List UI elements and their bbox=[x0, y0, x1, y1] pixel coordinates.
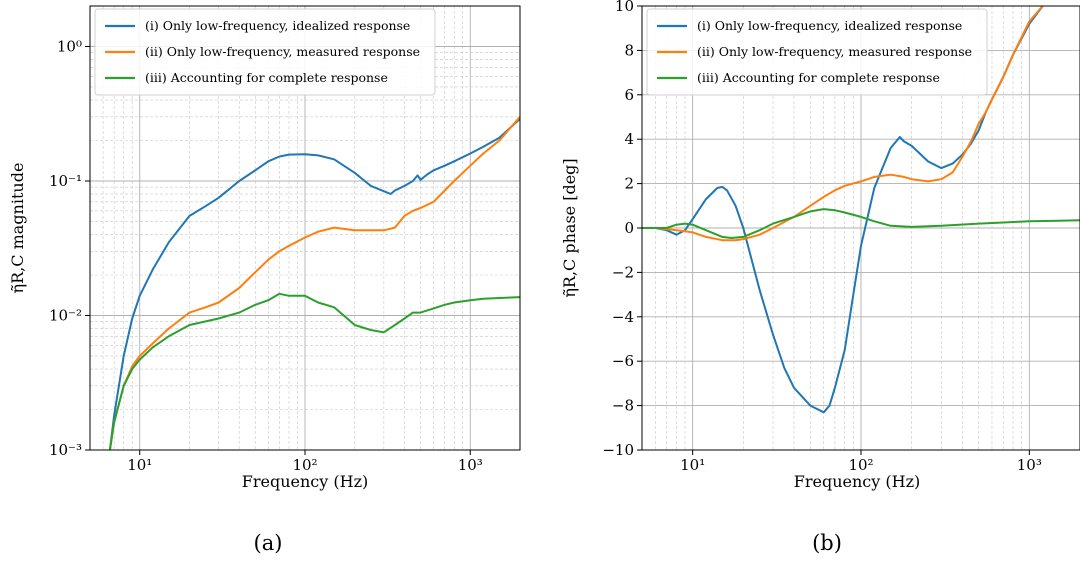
y-tick-label: 4 bbox=[624, 130, 634, 148]
panel-label-b: (b) bbox=[812, 531, 842, 555]
x-tick-label: 10¹ bbox=[127, 456, 152, 474]
y-tick-label: 10⁻² bbox=[49, 306, 82, 324]
magnitude-legend: (i) Only low-frequency, idealized respon… bbox=[94, 8, 436, 96]
y-tick-label: 10⁰ bbox=[57, 37, 82, 55]
phase-axes-frame bbox=[641, 5, 1080, 451]
series-line-1 bbox=[642, 6, 1044, 414]
phase-panel: 10¹ 10² 10³ −10 −8 −6 −4 −2 0 2 4 6 8 10 (i) Only low… bbox=[560, 0, 1080, 555]
y-tick-label: 8 bbox=[624, 41, 634, 59]
panel-label-a: (a) bbox=[254, 531, 283, 555]
y-tick-label: 10⁻³ bbox=[49, 441, 82, 459]
phase-legend: (i) Only low-frequency, idealized respon… bbox=[646, 8, 988, 96]
y-tick-label: 6 bbox=[624, 86, 634, 104]
y-tick-label: −6 bbox=[612, 352, 634, 370]
series-line-2 bbox=[108, 116, 520, 450]
series-line-2 bbox=[642, 6, 1044, 242]
y-tick-label: 10 bbox=[615, 0, 634, 15]
phase-series bbox=[642, 6, 1080, 414]
y-tick-label: 10⁻¹ bbox=[49, 172, 82, 190]
legend-entry: (ii) Only low-frequency, measured respon… bbox=[145, 44, 420, 59]
magnitude-panel: 10¹ 10² 10³ 10⁻³ 10⁻² 10⁻¹ 10⁰ (i) Only low-fr… bbox=[8, 5, 521, 555]
series-line-3 bbox=[642, 208, 1080, 239]
legend-entry: (i) Only low-frequency, idealized respon… bbox=[697, 18, 962, 33]
y-tick-label: 2 bbox=[624, 175, 634, 193]
magnitude-axes-frame bbox=[89, 5, 521, 451]
magnitude-series bbox=[108, 116, 520, 450]
magnitude-ticks: 10¹ 10² 10³ 10⁻³ 10⁻² 10⁻¹ 10⁰ bbox=[49, 37, 483, 474]
x-tick-label: 10² bbox=[292, 456, 317, 474]
legend-entry: (iii) Accounting for complete response bbox=[145, 70, 388, 85]
legend-entry: (i) Only low-frequency, idealized respon… bbox=[145, 18, 410, 33]
y-tick-label: 0 bbox=[624, 219, 634, 237]
legend-box bbox=[646, 8, 988, 96]
x-tick-label: 10² bbox=[848, 456, 873, 474]
x-tick-label: 10³ bbox=[1017, 456, 1042, 474]
series-line-1 bbox=[108, 118, 520, 450]
x-tick-label: 10³ bbox=[458, 456, 483, 474]
phase-ylabel: η̃R,C phase [deg] bbox=[560, 158, 579, 297]
phase-ticks: 10¹ 10² 10³ −10 −8 −6 −4 −2 0 2 4 6 8 10 bbox=[602, 0, 1042, 474]
legend-entry: (ii) Only low-frequency, measured respon… bbox=[697, 44, 972, 59]
legend-box bbox=[94, 8, 436, 96]
magnitude-xlabel: Frequency (Hz) bbox=[242, 472, 369, 491]
magnitude-ylabel: η̃R,C magnitude bbox=[8, 163, 27, 294]
y-tick-label: −4 bbox=[612, 308, 634, 326]
series-line-3 bbox=[108, 292, 520, 450]
y-tick-label: −2 bbox=[612, 263, 634, 281]
y-tick-label: −8 bbox=[612, 397, 634, 415]
legend-entry: (iii) Accounting for complete response bbox=[697, 70, 940, 85]
x-tick-label: 10¹ bbox=[680, 456, 705, 474]
y-tick-label: −10 bbox=[602, 441, 634, 459]
phase-xlabel: Frequency (Hz) bbox=[794, 472, 921, 491]
